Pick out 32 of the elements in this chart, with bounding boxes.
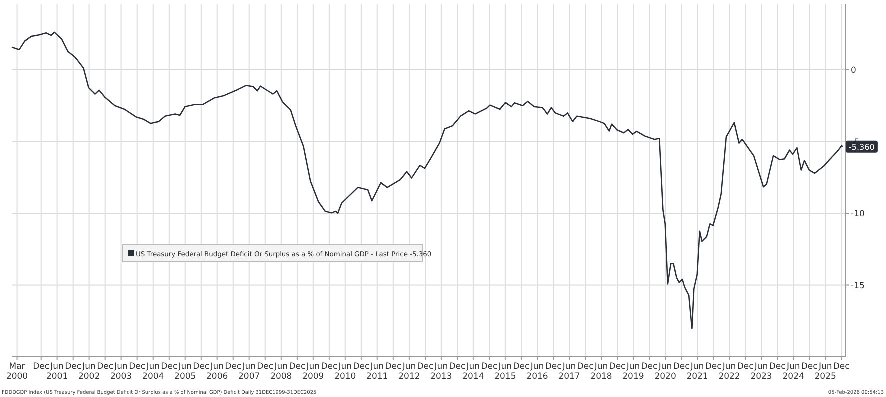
y-tick-label: -10 xyxy=(851,210,865,220)
x-tick-label: Dec xyxy=(33,362,50,372)
y-tick-label: 0 xyxy=(851,66,856,76)
x-tick-label: Dec xyxy=(545,362,562,372)
x-tick-label: Dec xyxy=(481,362,498,372)
x-tick-label: Dec xyxy=(129,362,146,372)
x-tick-label: Dec xyxy=(577,362,594,372)
x-tick-label: Dec xyxy=(641,362,658,372)
x-tick-label: Dec xyxy=(289,362,306,372)
x-tick-label: Dec xyxy=(161,362,178,372)
x-tick-label: Dec xyxy=(737,362,754,372)
x-tick-label: Dec xyxy=(257,362,274,372)
annotation: -5.360 xyxy=(849,142,875,152)
x-tick-label: Dec xyxy=(833,362,850,372)
x-tick-label: Dec xyxy=(417,362,434,372)
x-tick-label: Dec xyxy=(449,362,466,372)
x-tick-label: Dec xyxy=(385,362,402,372)
x-tick-label: Dec xyxy=(609,362,626,372)
x-tick-label: Dec xyxy=(97,362,114,372)
x-tick-label: Dec xyxy=(225,362,242,372)
x-tick-label: Dec xyxy=(769,362,786,372)
x-tick-label: Dec xyxy=(705,362,722,372)
y-tick-label: -15 xyxy=(851,281,865,292)
x-tick-label: Mar 2000 xyxy=(6,362,28,382)
x-tick-label: Dec xyxy=(353,362,370,372)
x-tick-label: Dec xyxy=(513,362,530,372)
x-tick-label: Dec xyxy=(673,362,690,372)
x-tick-label: Dec xyxy=(193,362,210,372)
x-tick-label: Dec xyxy=(801,362,818,372)
x-tick-label: Dec xyxy=(321,362,338,372)
x-tick-label: Dec xyxy=(65,362,82,372)
line-series xyxy=(11,32,844,330)
